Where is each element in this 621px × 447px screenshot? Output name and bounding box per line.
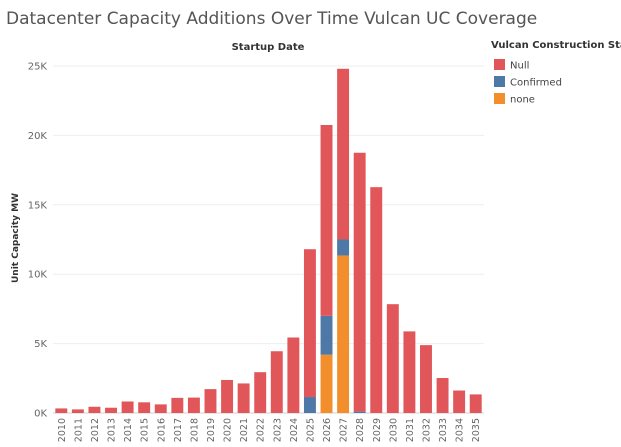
legend-swatch-null [494, 59, 505, 70]
legend-label-null: Null [510, 61, 529, 72]
y-tick-label: 5K [34, 339, 47, 350]
bar-null-2021 [237, 383, 250, 413]
bar-null-2017 [171, 397, 184, 413]
y-tick-label: 20K [28, 131, 48, 142]
bar-confirmed-2027 [337, 239, 350, 256]
x-tick-label: 2019 [206, 418, 217, 442]
bar-null-2012 [88, 406, 101, 413]
bar-confirmed-2028 [353, 411, 366, 413]
x-tick-label: 2029 [372, 418, 383, 442]
x-tick-label: 2020 [223, 418, 234, 442]
x-tick-label: 2018 [189, 418, 200, 442]
x-tick-label: 2023 [272, 418, 283, 442]
bar-confirmed-2026 [320, 315, 333, 355]
bar-null-2013 [105, 407, 117, 413]
x-tick-label: 2035 [471, 418, 482, 442]
y-tick-label: 10K [28, 270, 48, 281]
bar-null-2026 [320, 124, 333, 316]
bar-null-2011 [71, 409, 84, 413]
bars [55, 68, 482, 413]
x-axis-ticks: 2010 2011 2012 2013 2014 2015 2016 2017 2018 2019… [57, 418, 482, 442]
bar-null-2030 [386, 304, 399, 413]
x-tick-label: 2024 [289, 418, 300, 442]
bar-null-2031 [403, 331, 416, 413]
legend-label-none: none [510, 95, 535, 106]
x-tick-label: 2014 [123, 418, 134, 442]
x-tick-label: 2031 [405, 418, 416, 442]
gridlines [53, 65, 484, 414]
x-tick-label: 2011 [73, 418, 84, 442]
bar-null-2020 [221, 379, 234, 413]
bar-confirmed-2025 [303, 397, 316, 413]
y-tick-label: 15K [28, 200, 48, 211]
bar-null-2014 [121, 401, 134, 413]
bar-none-2026 [320, 354, 333, 413]
legend-label-confirmed: Confirmed [510, 78, 562, 89]
x-tick-label: 2010 [57, 418, 68, 442]
bar-null-2034 [453, 390, 466, 413]
bar-null-2033 [436, 378, 449, 413]
x-tick-label: 2032 [421, 418, 432, 442]
bar-null-2022 [254, 372, 267, 413]
legend-swatch-confirmed [494, 76, 505, 87]
bar-null-2023 [270, 351, 283, 413]
legend-swatch-none [494, 93, 505, 104]
bar-null-2032 [420, 345, 432, 413]
x-tick-label: 2015 [140, 418, 151, 442]
x-tick-label: 2025 [305, 418, 316, 442]
bar-null-2024 [287, 337, 300, 413]
x-tick-label: 2012 [90, 418, 101, 442]
bar-null-2019 [204, 389, 217, 413]
bar-null-2025 [303, 249, 316, 398]
bar-none-2027 [337, 255, 350, 413]
y-tick-label: 25K [28, 62, 48, 73]
y-axis-title: Unit Capacity MW [11, 193, 21, 283]
x-tick-label: 2017 [173, 418, 184, 442]
bar-null-2016 [154, 404, 167, 413]
chart-title: Datacenter Capacity Additions Over Time … [6, 9, 537, 29]
x-tick-label: 2034 [455, 418, 466, 442]
x-tick-label: 2030 [388, 418, 399, 442]
bar-null-2018 [187, 397, 200, 413]
bar-null-2029 [370, 187, 383, 413]
x-tick-label: 2016 [156, 418, 167, 442]
x-tick-label: 2028 [355, 418, 366, 442]
bar-null-2015 [138, 402, 151, 413]
bar-null-2035 [469, 394, 482, 413]
legend-title: Vulcan Construction Status [491, 40, 621, 51]
x-tick-label: 2033 [438, 418, 449, 442]
y-axis-ticks: 0K 5K 10K 15K 20K 25K [28, 62, 48, 420]
x-tick-label: 2021 [239, 418, 250, 442]
bar-null-2028 [353, 152, 366, 412]
legend: Vulcan Construction Status Null Confirmed… [491, 40, 621, 106]
y-tick-label: 0K [34, 409, 47, 420]
x-tick-label: 2022 [256, 418, 267, 442]
bar-null-2010 [55, 408, 68, 413]
x-tick-label: 2027 [339, 418, 350, 442]
bar-null-2027 [337, 68, 350, 240]
x-tick-label: 2013 [107, 418, 118, 442]
x-tick-label: 2026 [322, 418, 333, 442]
x-axis-title: Startup Date [232, 42, 305, 53]
